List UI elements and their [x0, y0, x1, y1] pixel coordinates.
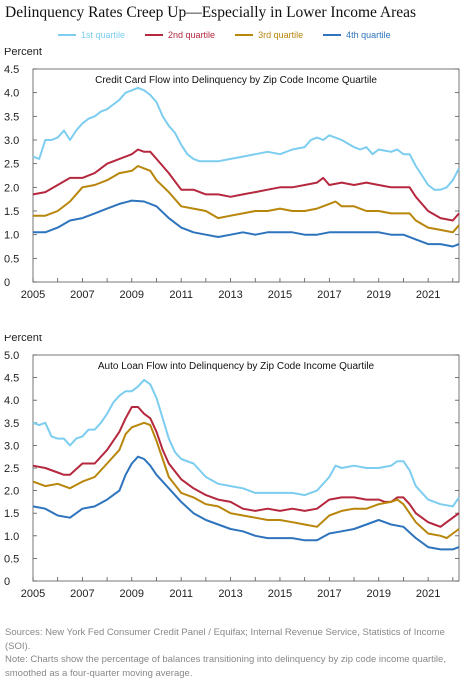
chart-title: Auto Loan Flow into Delinquency by Zip C… — [98, 361, 375, 372]
x-tick-label: 2013 — [218, 588, 242, 600]
legend-item: 3rd quartile — [235, 28, 303, 42]
y-tick-label: 4.5 — [4, 373, 19, 385]
legend-swatch — [58, 34, 76, 36]
y-tick-label: 3.5 — [4, 111, 19, 123]
legend-label: 1st quartile — [81, 30, 126, 40]
y-tick-label: 0.5 — [4, 253, 19, 265]
y-tick-label: 4.0 — [4, 395, 19, 407]
x-tick-label: 2009 — [120, 289, 144, 301]
x-tick-label: 2005 — [21, 289, 45, 301]
x-tick-label: 2021 — [416, 289, 440, 301]
y-tick-label: 2.5 — [4, 159, 19, 171]
x-tick-label: 2007 — [70, 588, 94, 600]
x-tick-label: 2011 — [169, 588, 193, 600]
y-tick-label: 4.5 — [4, 64, 19, 76]
y-tick-label: 2.0 — [4, 486, 19, 498]
x-tick-label: 2013 — [218, 289, 242, 301]
y-tick-label: 4.0 — [4, 88, 19, 100]
legend-swatch — [323, 34, 342, 36]
x-tick-label: 2015 — [268, 588, 292, 600]
series-line-3 — [32, 421, 460, 540]
legend: 1st quartile 2nd quartile 3rd quartile 4th … — [58, 28, 411, 42]
x-tick-label: 2007 — [70, 289, 94, 301]
legend-label: 4th quartile — [346, 30, 391, 40]
footer: Sources: New York Fed Consumer Credit Pa… — [5, 626, 457, 680]
y-tick-label: 2.0 — [4, 182, 19, 194]
legend-label: 2nd quartile — [168, 30, 216, 40]
y-tick-label: 5.0 — [4, 350, 19, 362]
series-line-3 — [33, 165, 460, 234]
y-tick-label: 1.0 — [4, 531, 19, 543]
y-tick-label: 0 — [4, 277, 10, 289]
legend-swatch — [235, 34, 254, 36]
chart-title: Credit Card Flow into Delinquency by Zip… — [95, 75, 377, 86]
series-line-4 — [33, 199, 460, 248]
plot-frame — [32, 68, 460, 283]
y-tick-label: 1.0 — [4, 230, 19, 242]
y-tick-label: 3.5 — [4, 418, 19, 430]
legend-item: 2nd quartile — [145, 28, 215, 42]
x-tick-label: 2017 — [317, 289, 341, 301]
plot-frame — [32, 354, 460, 582]
y-tick-label: 0.5 — [4, 553, 19, 565]
y-tick-label: 0 — [4, 576, 10, 588]
x-tick-label: 2021 — [416, 588, 440, 600]
y-tick-label: 1.5 — [4, 508, 19, 520]
note-text: Note: Charts show the percentage of bala… — [5, 654, 446, 679]
auto-loan-chart: Percent 0 0.5 1.0 1.5 2.0 2.5 3.0 3.5 4.0 4.5 5.0 20… — [4, 335, 460, 600]
series-line-2 — [32, 406, 460, 528]
series-line-2 — [32, 148, 460, 222]
x-tick-label: 2005 — [21, 588, 45, 600]
x-tick-label: 2019 — [366, 289, 390, 301]
series-line-1 — [32, 86, 460, 191]
y-axis-label: Percent — [4, 335, 42, 344]
x-tick-label: 2019 — [366, 588, 390, 600]
sources-text: Sources: New York Fed Consumer Credit Pa… — [5, 627, 445, 652]
y-tick-label: 2.5 — [4, 463, 19, 475]
x-tick-label: 2009 — [120, 588, 144, 600]
legend-item: 4th quartile — [323, 28, 391, 42]
y-tick-label: 1.5 — [4, 206, 19, 218]
y-axis-label: Percent — [4, 48, 42, 58]
page-title: Delinquency Rates Creep Up—Especially in… — [5, 4, 417, 21]
y-tick-label: 3.0 — [4, 440, 19, 452]
y-tick-label: 3.0 — [4, 135, 19, 147]
x-tick-label: 2017 — [317, 588, 341, 600]
legend-label: 3rd quartile — [258, 30, 304, 40]
series-line-4 — [32, 455, 460, 551]
legend-swatch — [145, 34, 164, 36]
x-tick-label: 2015 — [268, 289, 292, 301]
legend-item: 1st quartile — [58, 28, 125, 42]
series-line-1 — [32, 378, 460, 508]
credit-card-chart: Percent 0 0.5 1.0 1.5 2.0 2.5 3.0 3.5 4.0 4.5 2005 2… — [4, 48, 460, 301]
x-tick-label: 2011 — [169, 289, 193, 301]
